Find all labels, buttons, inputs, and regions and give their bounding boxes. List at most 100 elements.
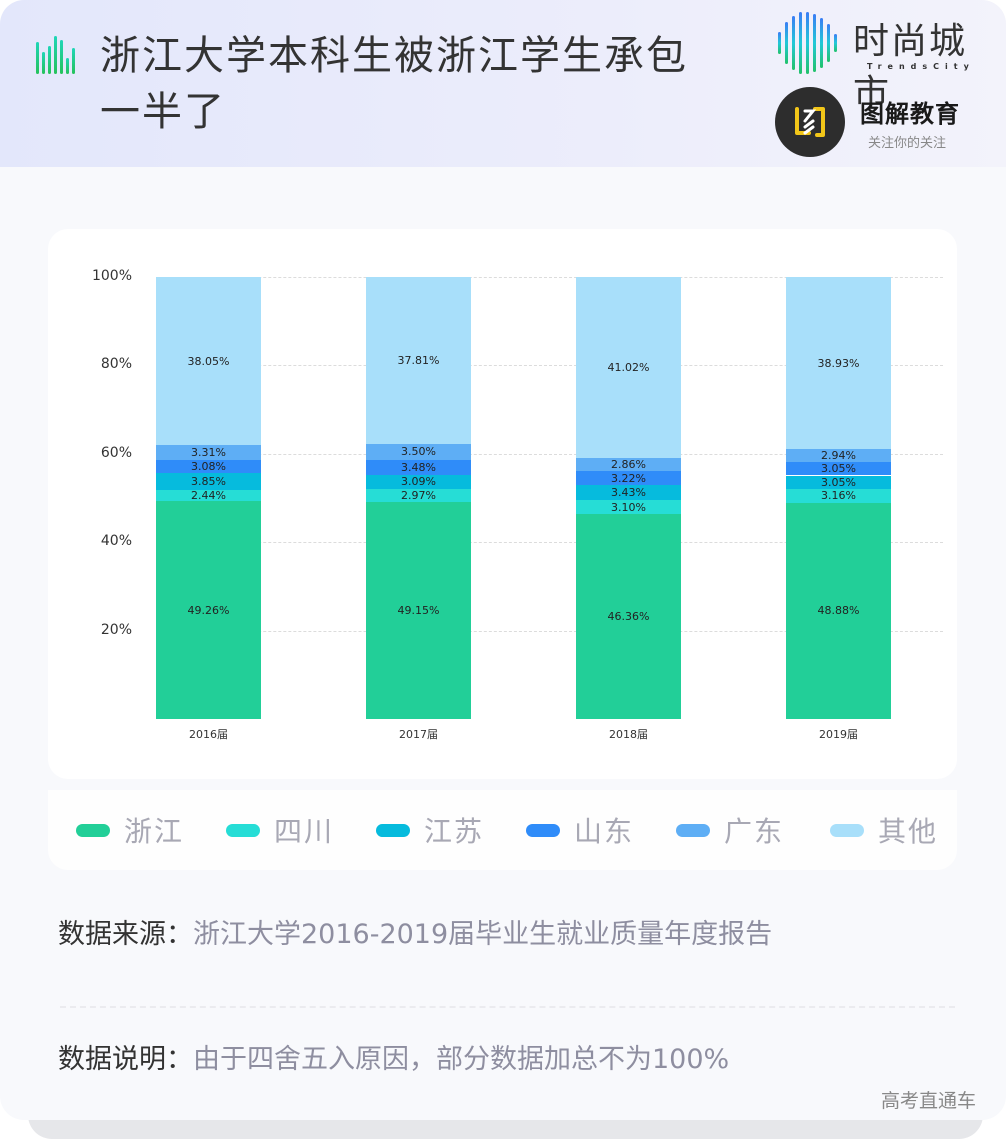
y-axis-tick: 60% xyxy=(100,444,132,461)
legend-label: 广东 xyxy=(724,815,785,848)
bar-segment-江苏[interactable]: 3.43% xyxy=(576,485,681,501)
bar-segment-山东[interactable]: 3.48% xyxy=(366,459,471,475)
data-label: 3.05% xyxy=(821,462,856,476)
trendscity-logo-icon xyxy=(778,12,837,74)
bar-segment-江苏[interactable]: 3.05% xyxy=(786,475,891,489)
data-label: 3.43% xyxy=(611,486,646,500)
tujie-logo-icon xyxy=(775,87,845,157)
data-label: 46.36% xyxy=(607,610,650,624)
legend-label: 其他 xyxy=(878,815,939,848)
bar-2019届[interactable]: 48.88% 3.16% 3.05% 3.05% 2.94% 38.93% xyxy=(786,229,891,729)
legend-label: 山东 xyxy=(574,815,635,848)
bar-segment-四川[interactable]: 2.44% xyxy=(156,489,261,503)
bar-segment-四川[interactable]: 3.10% xyxy=(576,500,681,515)
legend-swatch-icon xyxy=(830,823,864,837)
data-label: 49.26% xyxy=(187,603,230,617)
legend-swatch-icon xyxy=(526,823,560,837)
bar-segment-其他[interactable]: 38.93% xyxy=(786,277,891,450)
legend-label: 江苏 xyxy=(424,815,485,848)
x-axis-label: 2016届 xyxy=(189,728,228,741)
legend-swatch-icon xyxy=(676,823,710,837)
bar-segment-四川[interactable]: 3.16% xyxy=(786,488,891,503)
bar-2017届[interactable]: 49.15% 2.97% 3.09% 3.48% 3.50% 37.81% xyxy=(366,229,471,729)
data-label: 3.08% xyxy=(191,460,226,474)
bar-2016届[interactable]: 49.26% 2.44% 3.85% 3.08% 3.31% 38.05% xyxy=(156,229,261,729)
bar-segment-浙江[interactable]: 46.36% xyxy=(576,514,681,719)
brand-subtitle: TrendsCity xyxy=(867,62,975,71)
data-label: 3.85% xyxy=(191,475,226,489)
data-description: 数据说明：由于四舍五入原因，部分数据加总不为100% xyxy=(58,1040,729,1080)
brand-trendscity: 时尚城市 TrendsCity xyxy=(775,10,985,114)
legend-swatch-icon xyxy=(76,823,110,837)
x-axis-label: 2017届 xyxy=(399,728,438,741)
data-label: 3.09% xyxy=(401,475,436,489)
y-axis-tick: 40% xyxy=(100,533,132,550)
bar-segment-广东[interactable]: 2.86% xyxy=(576,458,681,471)
x-axis-label: 2019届 xyxy=(819,728,858,741)
data-label: 38.93% xyxy=(817,356,860,370)
bar-segment-广东[interactable]: 3.31% xyxy=(156,445,261,460)
gridline xyxy=(163,277,943,278)
legend-item-浙江[interactable]: 浙江 xyxy=(76,814,184,848)
bar-segment-江苏[interactable]: 3.09% xyxy=(366,474,471,489)
bar-segment-广东[interactable]: 3.50% xyxy=(366,444,471,460)
bar-segment-四川[interactable]: 2.97% xyxy=(366,488,471,502)
chart-panel: 20% 40% 60% 80% 100% 49.26% 2.44% 3.85% 3.08% 3.3… xyxy=(48,229,957,779)
y-axis-tick: 80% xyxy=(100,356,132,373)
data-label: 38.05% xyxy=(187,354,230,368)
data-label: 37.81% xyxy=(397,354,440,368)
data-label: 3.05% xyxy=(821,475,856,489)
data-label: 48.88% xyxy=(817,604,860,618)
data-label: 3.16% xyxy=(821,489,856,503)
data-label: 3.48% xyxy=(401,460,436,474)
legend-item-江苏[interactable]: 江苏 xyxy=(376,814,484,848)
y-axis-tick: 20% xyxy=(100,621,132,638)
legend-label: 浙江 xyxy=(124,815,185,848)
bar-2018届[interactable]: 46.36% 3.10% 3.43% 3.22% 2.86% 41.02% xyxy=(576,229,681,729)
bar-segment-山东[interactable]: 3.22% xyxy=(576,470,681,486)
header: 浙江大学本科生被浙江学生承包一半了 时尚城市 TrendsCity xyxy=(0,0,1006,167)
legend: 浙江 四川 江苏 山东 广东 其他 xyxy=(48,790,957,870)
gridline xyxy=(163,542,943,544)
bar-segment-广东[interactable]: 2.94% xyxy=(786,449,891,462)
data-source: 数据来源：浙江大学2016-2019届毕业生就业质量年度报告 xyxy=(58,915,772,955)
data-label: 3.10% xyxy=(611,500,646,514)
data-label: 41.02% xyxy=(607,361,650,375)
gridline xyxy=(163,630,943,632)
data-label: 2.94% xyxy=(821,449,856,463)
gridline xyxy=(163,453,943,455)
y-axis-tick: 100% xyxy=(91,268,132,284)
data-label: 2.44% xyxy=(191,489,226,503)
footer-brand: 高考直通车 xyxy=(880,1090,976,1112)
legend-swatch-icon xyxy=(226,823,260,837)
brand-secondary-slogan: 关注你的关注 xyxy=(868,136,947,151)
page-title: 浙江大学本科生被浙江学生承包一半了 xyxy=(100,33,688,135)
divider xyxy=(60,1006,955,1008)
bar-segment-江苏[interactable]: 3.85% xyxy=(156,473,261,491)
data-label: 3.22% xyxy=(611,471,646,485)
bar-segment-其他[interactable]: 37.81% xyxy=(366,277,471,445)
legend-item-四川[interactable]: 四川 xyxy=(226,814,334,848)
data-description-value: 由于四舍五入原因，部分数据加总不为100% xyxy=(193,1044,730,1075)
bar-segment-其他[interactable]: 38.05% xyxy=(156,277,261,446)
bar-segment-浙江[interactable]: 49.26% xyxy=(156,501,261,719)
data-label: 49.15% xyxy=(397,603,440,617)
bar-segment-其他[interactable]: 41.02% xyxy=(576,277,681,459)
bar-segment-山东[interactable]: 3.08% xyxy=(156,459,261,474)
legend-swatch-icon xyxy=(376,823,410,837)
bar-chart-icon xyxy=(36,36,75,74)
legend-item-山东[interactable]: 山东 xyxy=(526,814,634,848)
data-source-value: 浙江大学2016-2019届毕业生就业质量年度报告 xyxy=(193,919,773,950)
bar-segment-浙江[interactable]: 49.15% xyxy=(366,501,471,719)
legend-item-其他[interactable]: 其他 xyxy=(830,814,938,848)
legend-label: 四川 xyxy=(274,815,335,848)
bar-segment-山东[interactable]: 3.05% xyxy=(786,462,891,476)
x-axis-label: 2018届 xyxy=(609,728,648,741)
gridline xyxy=(163,365,943,367)
brand-name: 时尚城市 xyxy=(853,21,968,114)
data-source-label: 数据来源： xyxy=(58,919,193,950)
data-label: 2.86% xyxy=(611,458,646,472)
bar-segment-浙江[interactable]: 48.88% xyxy=(786,502,891,719)
legend-item-广东[interactable]: 广东 xyxy=(676,814,784,848)
